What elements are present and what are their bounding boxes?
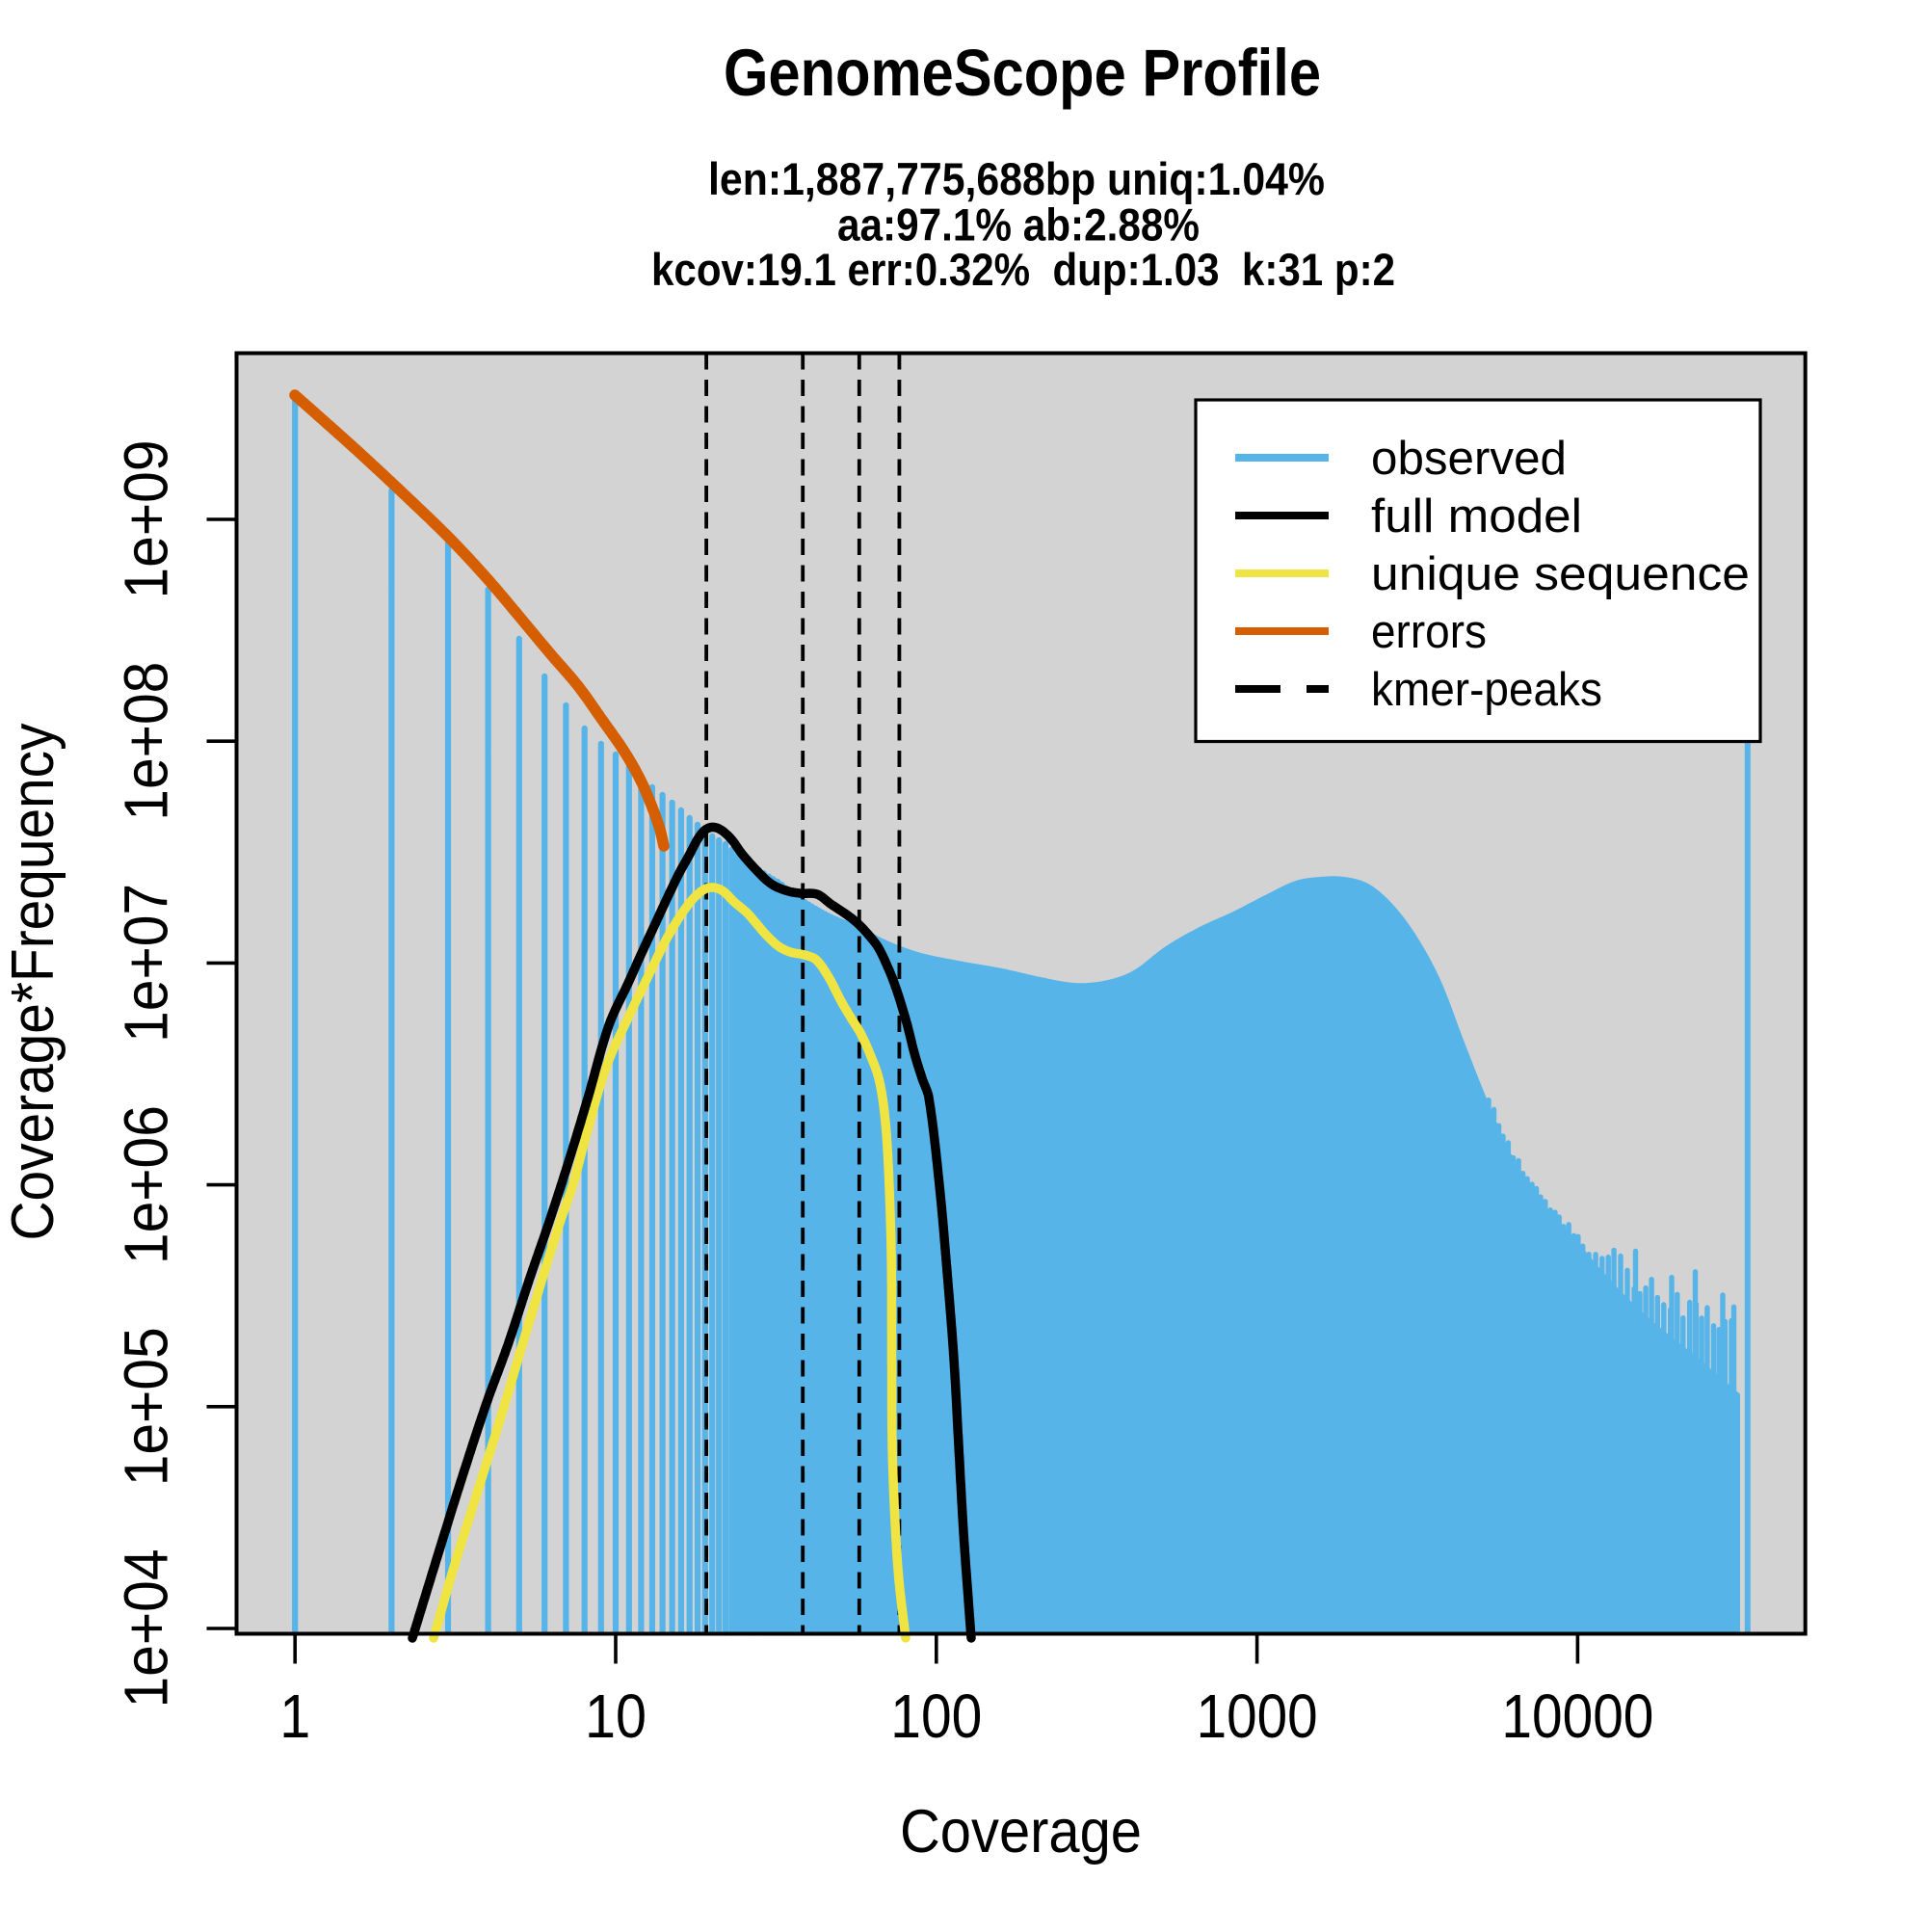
svg-text:1e+07: 1e+07 [112,884,181,1043]
svg-text:1000: 1000 [1197,1681,1318,1751]
svg-text:Coverage*Frequency: Coverage*Frequency [0,724,66,1241]
svg-text:1e+08: 1e+08 [112,662,181,821]
svg-text:1: 1 [279,1681,310,1751]
svg-text:100: 100 [890,1681,982,1751]
svg-text:1e+04: 1e+04 [112,1549,181,1708]
svg-text:len:1,887,775,688bp uniq:1.04%: len:1,887,775,688bp uniq:1.04% [708,153,1325,204]
svg-text:GenomeScope Profile: GenomeScope Profile [724,36,1321,110]
svg-text:1e+09: 1e+09 [112,440,181,599]
svg-text:Coverage: Coverage [900,1798,1142,1866]
svg-text:10: 10 [585,1681,647,1751]
svg-text:errors: errors [1371,606,1487,658]
svg-text:10000: 10000 [1501,1681,1653,1751]
svg-text:1e+06: 1e+06 [112,1105,181,1264]
svg-text:kmer-peaks: kmer-peaks [1371,664,1602,716]
svg-text:aa:97.1% ab:2.88%: aa:97.1% ab:2.88% [837,199,1200,251]
svg-text:unique sequence: unique sequence [1371,548,1750,600]
svg-text:observed: observed [1371,433,1567,485]
svg-text:1e+05: 1e+05 [112,1327,181,1486]
svg-text:full model: full model [1371,490,1582,543]
svg-text:kcov:19.1 err:0.32% dup:1.03: kcov:19.1 err:0.32% dup:1.03 k:31 p:2 [651,244,1395,295]
